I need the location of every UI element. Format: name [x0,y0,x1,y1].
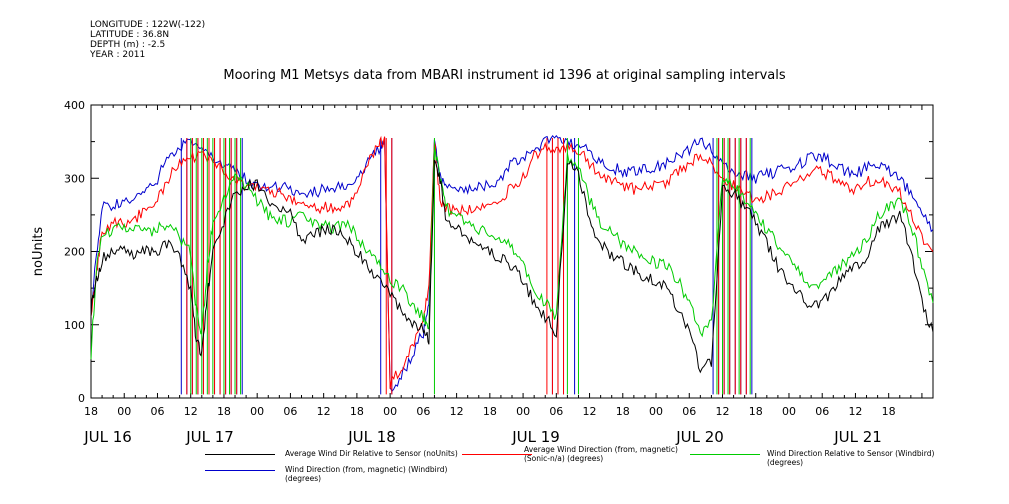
x-tick-label: 00 [516,405,530,418]
x-tick-label: 12 [450,405,464,418]
x-tick-label: 12 [848,405,862,418]
x-tick-label: 18 [350,405,364,418]
x-tick-label: 06 [682,405,696,418]
x-tick-label: 00 [383,405,397,418]
y-tick-label: 400 [64,99,85,112]
date-label: JUL 19 [511,428,560,446]
metadata-line: YEAR : 2011 [90,50,146,60]
series-line [90,134,934,393]
legend-swatch [205,454,275,455]
x-tick-label: 12 [317,405,331,418]
y-tick-label: 200 [64,246,85,259]
legend-label: Wind Direction (from, magnetic) (Windbir… [285,465,448,483]
date-label: JUL 21 [833,428,882,446]
x-tick-label: 00 [117,405,131,418]
date-label: JUL 18 [347,428,396,446]
plot-frame [90,104,934,399]
x-tick-label: 00 [250,405,264,418]
x-tick-label: 12 [184,405,198,418]
series-line [90,135,934,389]
x-tick-label: 18 [749,405,763,418]
x-tick-label: 06 [815,405,829,418]
metadata-block: LONGITUDE : 122W(-122) LATITUDE : 36.8N DE… [90,20,205,60]
y-tick-label: 300 [64,172,85,185]
y-tick-label: 0 [78,392,85,405]
date-label: JUL 16 [83,428,132,446]
series-line [90,159,934,374]
legend-label: Wind Direction Relative to Sensor (Windb… [767,449,935,467]
x-tick-label: 06 [283,405,297,418]
metadata-line: LATITUDE : 36.8N [90,30,170,40]
x-tick-label: 12 [716,405,730,418]
date-label: JUL 17 [185,428,234,446]
x-tick-label: 18 [616,405,630,418]
legend-swatch [462,454,532,455]
x-tick-label: 18 [217,405,231,418]
x-tick-label: 18 [483,405,497,418]
legend-label: Average Wind Direction (from, magnetic) … [524,445,678,463]
x-tick-label: 06 [150,405,164,418]
x-tick-label: 06 [416,405,430,418]
chart-title: Mooring M1 Metsys data from MBARI instru… [223,68,786,83]
x-tick-label: 18 [882,405,896,418]
x-tick-label: 12 [583,405,597,418]
metadata-line: DEPTH (m) : -2.5 [90,40,166,50]
x-tick-label: 00 [649,405,663,418]
series-line [90,147,934,360]
legend-swatch [690,454,760,455]
legend-label: Average Wind Dir Relative to Sensor (noU… [285,449,458,458]
x-tick-label: 06 [549,405,563,418]
y-tick-label: 100 [64,319,85,332]
x-tick-label: 00 [782,405,796,418]
y-axis-label: noUnits [31,227,46,277]
metadata-line: LONGITUDE : 122W(-122) [90,20,206,30]
date-label: JUL 20 [675,428,724,446]
x-tick-label: 18 [84,405,98,418]
legend-swatch [205,470,275,471]
